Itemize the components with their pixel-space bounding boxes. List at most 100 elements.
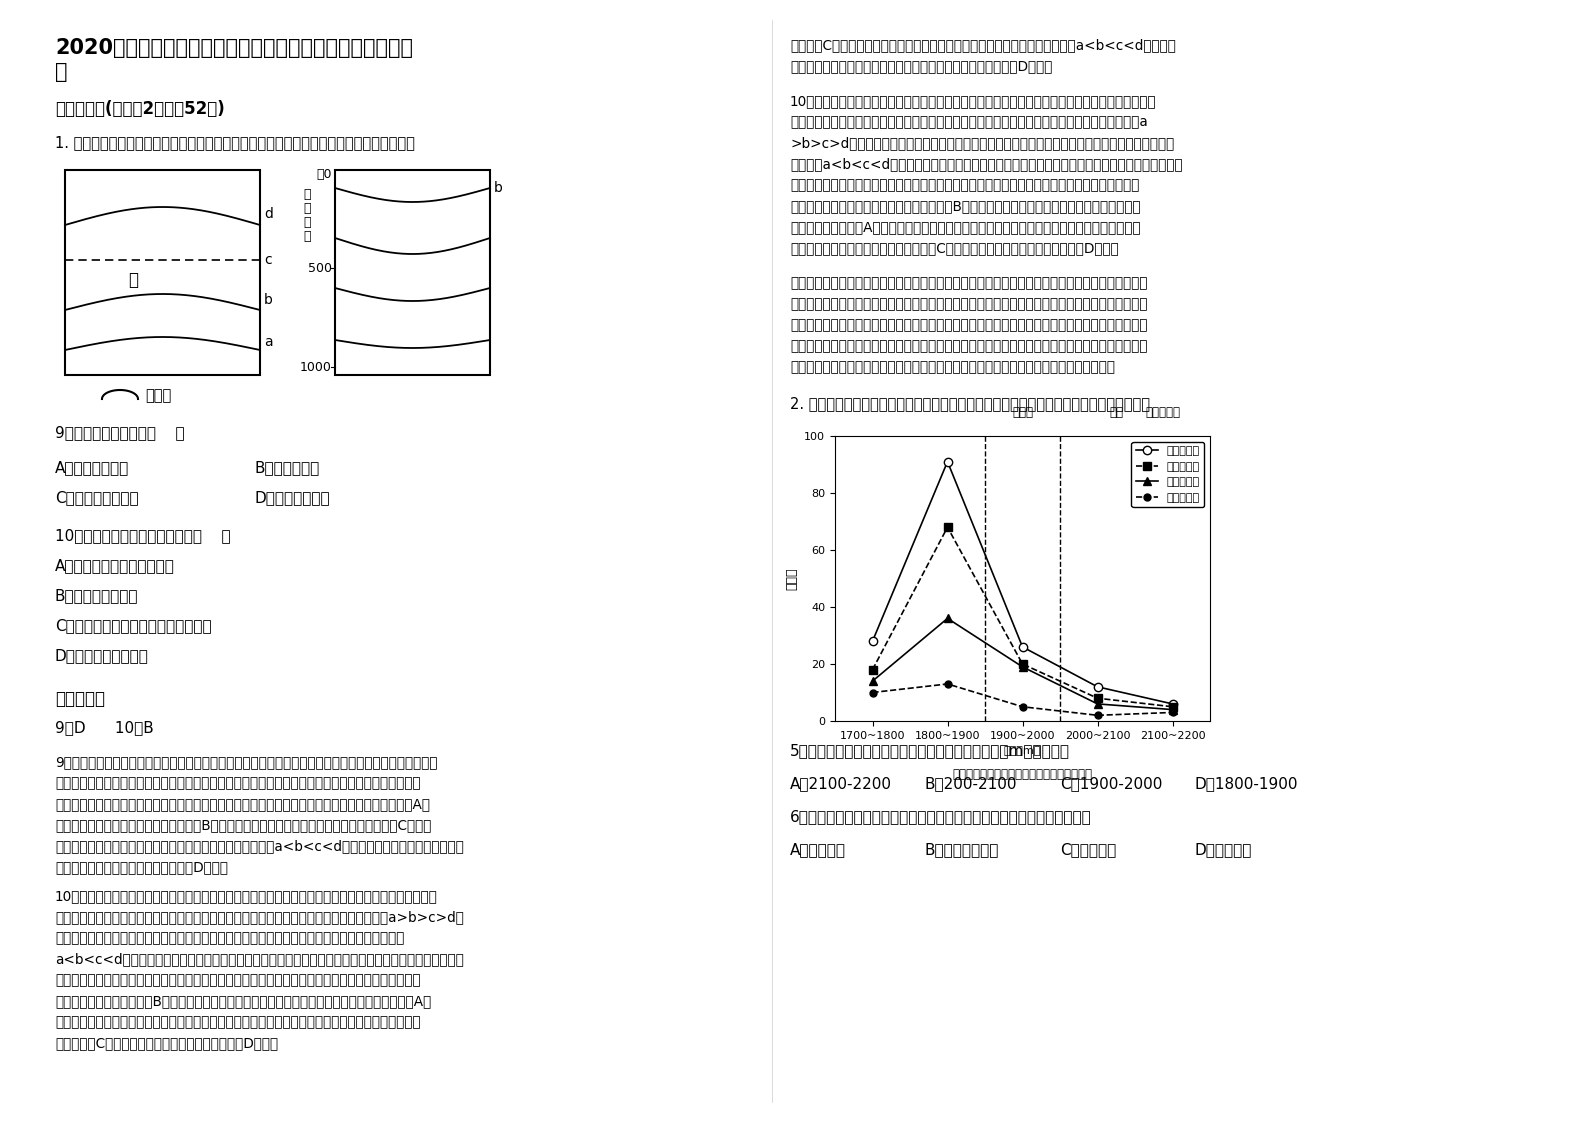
Text: 500: 500: [308, 261, 332, 275]
Title: 不同海拔、不同坡向某森林植被分布百分比图: 不同海拔、不同坡向某森林植被分布百分比图: [952, 769, 1092, 781]
Text: a: a: [263, 334, 273, 349]
Text: A．美国西部海岸: A．美国西部海岸: [56, 460, 129, 475]
Text: 寒流海域著名的秘鲁渔场，B正确；南半球寒流流域，受寒流流向影响，海轮沿洋流北上航速加快，A错: 寒流海域著名的秘鲁渔场，B正确；南半球寒流流域，受寒流流向影响，海轮沿洋流北上航…: [56, 994, 432, 1008]
阴、迎风坡: [938, 454, 957, 468]
Text: 5．该山地自然带垂直带谱中此森林集中分布的海拔（m）最可能是: 5．该山地自然带垂直带谱中此森林集中分布的海拔（m）最可能是: [790, 743, 1070, 758]
Text: 9．D      10．B: 9．D 10．B: [56, 720, 154, 735]
Text: （: （: [303, 202, 311, 215]
Text: 澳大利亚西岸有南回归线穿过，因此海域表层海水等温线应是a<b<c<d，受西澳大利亚寒流影响，海水等: 澳大利亚西岸有南回归线穿过，因此海域表层海水等温线应是a<b<c<d，受西澳大利…: [56, 839, 463, 853]
阳、迎风坡: [863, 674, 882, 688]
Text: 深0: 深0: [316, 168, 332, 181]
Text: 米: 米: [303, 217, 311, 229]
Text: 水热交换，C错误；寒流对沿岸的影响是降温减湿，D错误。: 水热交换，C错误；寒流对沿岸的影响是降温减湿，D错误。: [56, 1036, 278, 1050]
阳、背风坡: [1089, 709, 1108, 723]
Text: D．气候变暖: D．气候变暖: [1195, 842, 1252, 857]
Text: 大利亚寒流影响，海水等温线向温度较高处凸（凸高为低）。故D正确。: 大利亚寒流影响，海水等温线向温度较高处凸（凸高为低）。故D正确。: [790, 59, 1052, 73]
Text: 10．该洋流对地理环境的影响是（    ）: 10．该洋流对地理环境的影响是（ ）: [56, 528, 230, 543]
Text: 温增湿，C错误；澳大利亚西岸有南回归线穿过，因此海域表层海水等温线应是a<b<c<d，受西澳: 温增湿，C错误；澳大利亚西岸有南回归线穿过，因此海域表层海水等温线应是a<b<c…: [790, 38, 1176, 52]
Text: 林带: 林带: [1109, 406, 1124, 419]
Text: 2020年湖南省怀化市辰溪县第三中学高三地理月考试题含解: 2020年湖南省怀化市辰溪县第三中学高三地理月考试题含解: [56, 38, 413, 58]
Text: 应位于南半球。南半球寒流流经海域，海水上泛，给鱼提供丰富的饵料，有利于渔场的形成，例如秘鲁: 应位于南半球。南半球寒流流经海域，海水上泛，给鱼提供丰富的饵料，有利于渔场的形成…: [56, 973, 421, 987]
Text: 6．调查发现，近年来高山苔原带中该森林植被增长趋势明显，主要原因是: 6．调查发现，近年来高山苔原带中该森林植被增长趋势明显，主要原因是: [790, 809, 1092, 824]
阴、迎风坡: [1013, 641, 1032, 654]
Text: 温线向温度较高处凸（凸高为低）。故D正确。: 温线向温度较高处凸（凸高为低）。故D正确。: [56, 859, 229, 874]
Text: 该海域有极圈线或者回归线穿过。若海域位于北半球，则根据气温由赤道向两极递减规律，有a>b>c>d，: 该海域有极圈线或者回归线穿过。若海域位于北半球，则根据气温由赤道向两极递减规律，…: [56, 910, 463, 925]
Line: 阴、迎风坡: 阴、迎风坡: [868, 458, 1176, 708]
阳、迎风坡: [1163, 702, 1182, 716]
Text: D．增加沿岸地区降水: D．增加沿岸地区降水: [56, 649, 149, 663]
阴、背风坡: [938, 521, 957, 534]
Text: 2. 下图为我国季风区某山地不同海拔、不同坡向某森林植被分布百分比图，回答下列各题。: 2. 下图为我国季风区某山地不同海拔、不同坡向某森林植被分布百分比图，回答下列各…: [790, 396, 1151, 411]
阴、背风坡: [1013, 657, 1032, 671]
Legend: 阴、迎风坡, 阴、背风坡, 阳、迎风坡, 阳、背风坡: 阴、迎风坡, 阴、背风坡, 阳、迎风坡, 阳、背风坡: [1132, 442, 1205, 507]
Text: 参考答案：: 参考答案：: [56, 690, 105, 708]
Text: d: d: [263, 206, 273, 221]
Line: 阳、背风坡: 阳、背风坡: [870, 680, 1176, 719]
Line: 阳、迎风坡: 阳、迎风坡: [868, 614, 1176, 714]
Text: 定答案。该题在海水温度的水平分布和垂直分布综合判断容易出错；第二题，现根据图示判断南北半: 定答案。该题在海水温度的水平分布和垂直分布综合判断容易出错；第二题，现根据图示判…: [790, 339, 1147, 353]
阳、迎风坡: [1089, 697, 1108, 710]
Text: 洋流北上航速加快，A错误；洋流对地理环境的影响主要体现在气温和降水上。正常情况下，洋流: 洋流北上航速加快，A错误；洋流对地理环境的影响主要体现在气温和降水上。正常情况下…: [790, 220, 1141, 234]
Text: 等温线的判读和洋流的分布和洋流对地理环境的影响，意在考查获取和解读地理信息，调动和运用地: 等温线的判读和洋流的分布和洋流对地理环境的影响，意在考查获取和解读地理信息，调动…: [790, 297, 1147, 311]
阴、迎风坡: [863, 634, 882, 647]
Text: B．利于渔场的形成: B．利于渔场的形成: [56, 588, 138, 603]
Text: 说明该海域有极圈线或者回归线穿过。若海域位于北半球，则根据气温由赤道向两极递减规律，有a: 说明该海域有极圈线或者回归线穿过。若海域位于北半球，则根据气温由赤道向两极递减规…: [790, 114, 1147, 129]
Text: 10．根据上题分析，该洋流是寒流。该海域表层海水等温线分布图，该海域有虚线（纬线）穿过，则: 10．根据上题分析，该洋流是寒流。该海域表层海水等温线分布图，该海域有虚线（纬线…: [790, 94, 1157, 108]
Text: 规律，有a<b<c<d，受寒流影响等温线应该向气温向高处凸，参照该海域表层海水等温线分布图，可: 规律，有a<b<c<d，受寒流影响等温线应该向气温向高处凸，参照该海域表层海水等…: [790, 157, 1182, 171]
阳、背风坡: [863, 686, 882, 699]
Text: 9．图中洋流可能位于（    ）: 9．图中洋流可能位于（ ）: [56, 425, 184, 440]
阴、背风坡: [1163, 700, 1182, 714]
阳、背风坡: [1013, 700, 1032, 714]
Text: c: c: [263, 252, 271, 267]
Text: 误；日本东海岸是日本暖流，增温增湿，B错误；莫桑比克东海岸是厄加勒斯暖流，增温增湿，C错误；: 误；日本东海岸是日本暖流，增温增湿，B错误；莫桑比克东海岸是厄加勒斯暖流，增温增…: [56, 818, 432, 833]
Text: b: b: [263, 293, 273, 306]
Text: 析: 析: [56, 62, 68, 82]
Text: 过度带: 过度带: [1013, 406, 1033, 419]
Text: ）: ）: [303, 230, 311, 243]
Text: 高山苔原带: 高山苔原带: [1146, 406, 1181, 419]
Text: A．2100-2200: A．2100-2200: [790, 776, 892, 791]
阳、背风坡: [938, 678, 957, 691]
Bar: [65, 171, 260, 375]
Text: >b>c>d，受寒流影响等温线应该向气温高处凸；若海域位于南半球，则根据气温由赤道向两极递减: >b>c>d，受寒流影响等温线应该向气温高处凸；若海域位于南半球，则根据气温由赤…: [790, 136, 1174, 150]
Text: 一、选择题(每小题2分，共52分): 一、选择题(每小题2分，共52分): [56, 100, 225, 118]
Text: b: b: [494, 181, 503, 195]
Text: 很难促进同纬度海陆间大规模水热交换，C错误；寒流对沿岸的影响是降温减湿，D错误。: 很难促进同纬度海陆间大规模水热交换，C错误；寒流对沿岸的影响是降温减湿，D错误。: [790, 241, 1119, 255]
Text: 球，再结合具体洋流的性质，流向就可以得出答案。该题可以用假设法先判断处南北半球。: 球，再结合具体洋流的性质，流向就可以得出答案。该题可以用假设法先判断处南北半球。: [790, 360, 1116, 374]
Text: C．1900-2000: C．1900-2000: [1060, 776, 1162, 791]
Text: C．莫桑比克东海岸: C．莫桑比克东海岸: [56, 490, 138, 505]
Text: 1. 读某海域表层海水等温线分布图及甲地沿纬线方向海水温度垂直变化图，完成下列各题。: 1. 读某海域表层海水等温线分布图及甲地沿纬线方向海水温度垂直变化图，完成下列各…: [56, 135, 414, 150]
Bar: [335, 171, 490, 375]
Text: 以推断此海域应位于南半球。南半球寒流流经海域，海水上泛，给鱼提供丰富的饵料，有利于渔场: 以推断此海域应位于南半球。南半球寒流流经海域，海水上泛，给鱼提供丰富的饵料，有利…: [790, 178, 1139, 192]
Text: 9．读某海域表层海水等温线分布图可知，该海域有虚线（纬线）穿过，说明该海域有极圈线或者回归线穿: 9．读某海域表层海水等温线分布图可知，该海域有虚线（纬线）穿过，说明该海域有极圈…: [56, 755, 438, 769]
Text: D．1800-1900: D．1800-1900: [1195, 776, 1298, 791]
Text: A．海轮沿洋流北上航速减缓: A．海轮沿洋流北上航速减缓: [56, 558, 175, 573]
Text: 过，由甲地沿纬线方向海水温度垂直变化图。根据海水垂直温度随深度增加而降低的特点可得，甲地在: 过，由甲地沿纬线方向海水温度垂直变化图。根据海水垂直温度随深度增加而降低的特点可…: [56, 776, 421, 790]
Text: B．日本东海岸: B．日本东海岸: [256, 460, 321, 475]
Text: 等温线: 等温线: [144, 388, 171, 404]
Text: A．光照增强: A．光照增强: [790, 842, 846, 857]
Text: a<b<c<d，受寒流影响等温线应该向气温向高处凸，参照该海域表层海水等温线分布图，可以推断此海域: a<b<c<d，受寒流影响等温线应该向气温向高处凸，参照该海域表层海水等温线分布…: [56, 951, 463, 966]
阳、背风坡: [1163, 706, 1182, 719]
阳、迎风坡: [938, 611, 957, 625]
Text: B．200-2100: B．200-2100: [925, 776, 1017, 791]
阳、迎风坡: [1013, 660, 1032, 673]
Text: 受寒流影响等温线应该向气温高处凸；若海域位于南半球，则根据气温由赤道向两极递减规律，有: 受寒流影响等温线应该向气温高处凸；若海域位于南半球，则根据气温由赤道向两极递减规…: [56, 931, 405, 945]
阴、迎风坡: [1163, 697, 1182, 710]
阴、背风坡: [1089, 691, 1108, 705]
阴、背风坡: [863, 663, 882, 677]
Y-axis label: 百分比: 百分比: [786, 568, 798, 590]
Text: 甲: 甲: [129, 272, 138, 289]
Text: 10．根据上题分析，该洋流是寒流。该海域表层海水等温线分布图，该海域有虚线（纬线）穿过，则说明: 10．根据上题分析，该洋流是寒流。该海域表层海水等温线分布图，该海域有虚线（纬线…: [56, 889, 438, 903]
Text: 点睛：本题以某海域表层海水等温线分布图及甲地沿纬线方向海水温度垂直变化图为背景材料，考查: 点睛：本题以某海域表层海水等温线分布图及甲地沿纬线方向海水温度垂直变化图为背景材…: [790, 276, 1147, 289]
Text: D．澳大利亚西岸: D．澳大利亚西岸: [256, 490, 330, 505]
Text: 的形成，例如秘鲁寒流海域著名的秘鲁渔场，B正确；南半球寒流流域，受寒流流向影响，海轮沿: 的形成，例如秘鲁寒流海域著名的秘鲁渔场，B正确；南半球寒流流域，受寒流流向影响，…: [790, 199, 1141, 213]
阴、迎风坡: [1089, 680, 1108, 693]
Text: 误；洋流对地理环境的影响主要体现在气温和降水上。正常情况下，洋流很难促进同纬度海陆间大规模: 误；洋流对地理环境的影响主要体现在气温和降水上。正常情况下，洋流很难促进同纬度海…: [56, 1015, 421, 1029]
Text: C．促进同纬度海陆间大规模水热交换: C．促进同纬度海陆间大规模水热交换: [56, 618, 211, 633]
Text: 同一纬度上水温明显低于两侧。据此可推断该洋流是寒流。美国西部海岸有极圈线或者回归线穿过，A错: 同一纬度上水温明显低于两侧。据此可推断该洋流是寒流。美国西部海岸有极圈线或者回归…: [56, 797, 430, 811]
Text: 1000: 1000: [300, 360, 332, 374]
Text: 理知识、基本技能的能力。第一题要根据等温线的分布判断该洋流性质，再结合世界表层洋流分布确: 理知识、基本技能的能力。第一题要根据等温线的分布判断该洋流性质，再结合世界表层洋…: [790, 318, 1147, 332]
Text: C．降水减少: C．降水减少: [1060, 842, 1116, 857]
Text: 度: 度: [303, 188, 311, 201]
